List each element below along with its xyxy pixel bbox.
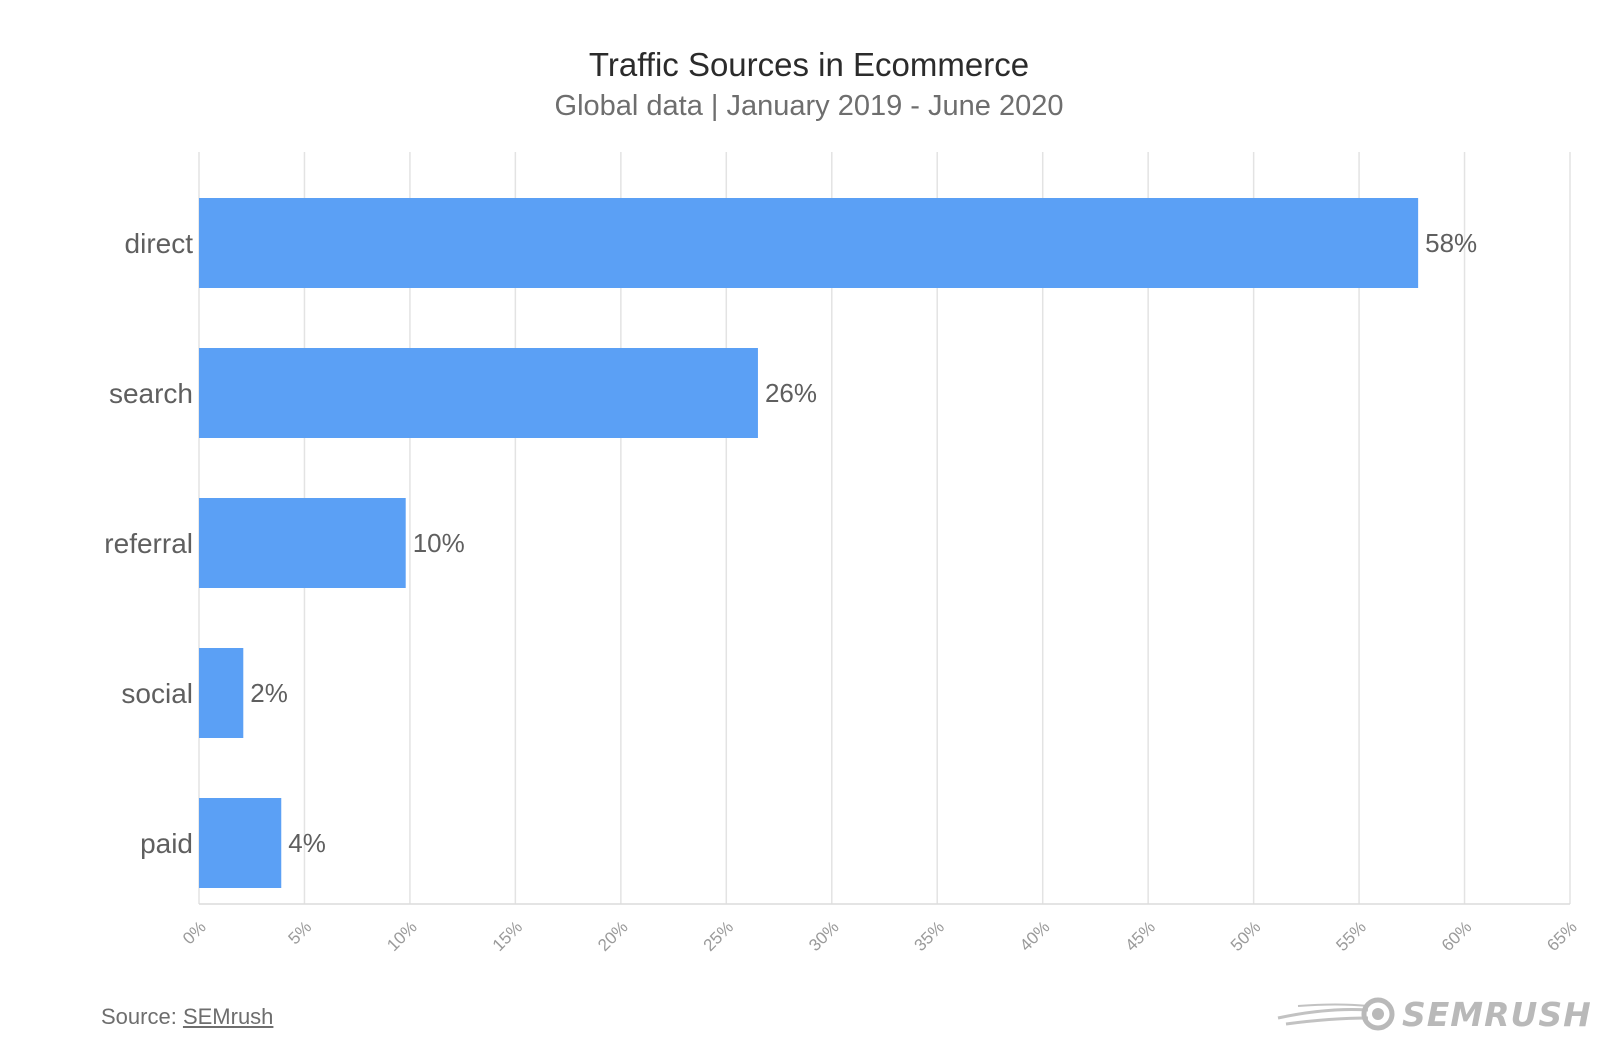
category-label: search [109,378,193,409]
x-tick-label: 65% [1543,917,1580,954]
bar [199,648,244,738]
x-tick-label: 20% [594,917,631,954]
x-tick-label: 30% [805,917,842,954]
source-link[interactable]: SEMrush [182,1004,274,1029]
bar [199,348,758,438]
source-note: Source: SEMrush [101,1004,273,1030]
chart-subtitle: Global data | January 2019 - June 2020 [554,90,1064,122]
x-tick-label: 40% [1016,917,1053,954]
bar [199,498,406,588]
x-tick-label: 50% [1227,917,1264,954]
x-tick-label: 45% [1121,917,1158,954]
bars [199,198,1419,888]
source-prefix: Source: [101,1004,183,1029]
x-tick-label: 10% [383,917,420,954]
category-label: paid [140,828,193,859]
data-label: 2% [250,678,288,708]
data-label: 26% [765,378,817,408]
x-tick-label: 35% [911,917,948,954]
data-label: 58% [1425,228,1477,258]
x-tick-label: 55% [1332,917,1369,954]
x-tick-label: 15% [489,917,526,954]
semrush-logo-text: SEMRUSH [1402,994,1592,1034]
data-label: 4% [288,828,326,858]
semrush-logo: SEMRUSH [1276,994,1592,1034]
category-label: social [121,678,193,709]
x-tick-label: 60% [1438,917,1475,954]
bar [199,798,282,888]
chart-title: Traffic Sources in Ecommerce [588,46,1030,83]
data-label: 10% [413,528,465,558]
semrush-comet-icon [1277,997,1395,1031]
category-label: referral [104,528,193,559]
x-tick-label: 25% [700,917,737,954]
x-tick-label: 5% [284,917,315,948]
x-tick-label: 0% [179,917,210,948]
category-label: direct [125,228,194,259]
bar-chart: 0% 5% 10% 15% 20% 25% 30% 35% 40% 45% 50% 55% 60% 65%… [104,152,1581,955]
bar [199,198,1419,288]
